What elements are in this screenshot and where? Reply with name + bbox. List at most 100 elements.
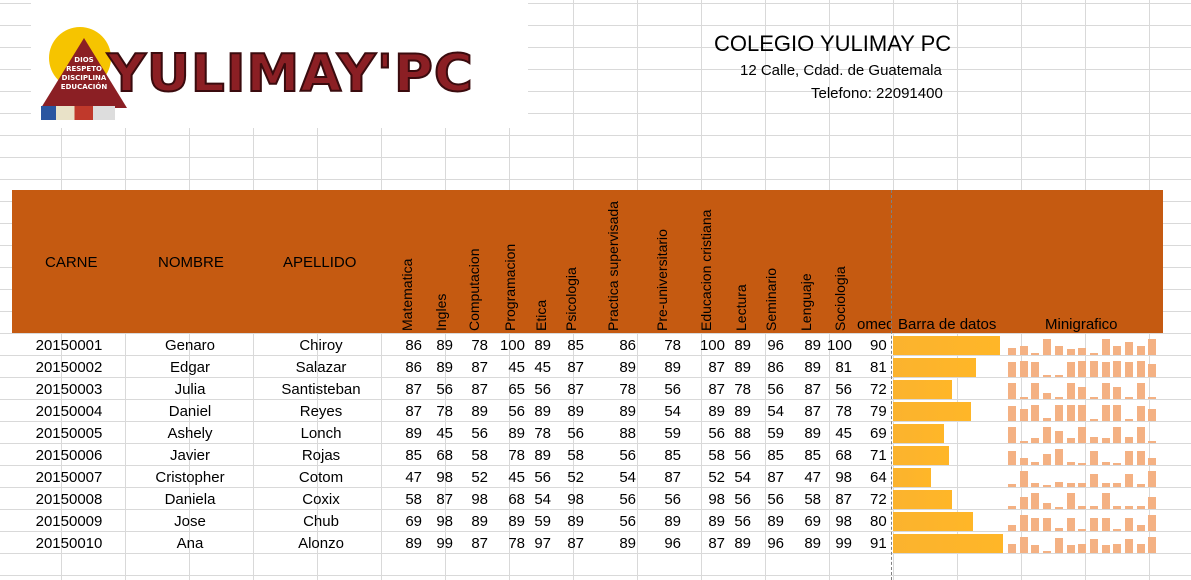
header-subject[interactable]: Ingles: [432, 293, 449, 331]
cell-promedio[interactable]: 79: [870, 403, 887, 420]
cell-grade[interactable]: 56: [767, 381, 784, 398]
cell-nombre[interactable]: Genaro: [164, 337, 216, 354]
cell-grade[interactable]: 86: [619, 337, 636, 354]
cell-grade[interactable]: 88: [734, 425, 751, 442]
cell-grade[interactable]: 87: [804, 403, 821, 420]
cell-grade[interactable]: 100: [699, 337, 725, 354]
cell-promedio[interactable]: 64: [870, 469, 887, 486]
cell-grade[interactable]: 78: [734, 381, 751, 398]
cell-grade[interactable]: 59: [534, 513, 551, 530]
cell-grade[interactable]: 99: [436, 535, 453, 552]
cell-grade[interactable]: 89: [534, 403, 551, 420]
header-subject[interactable]: Seminario: [762, 267, 779, 331]
cell-grade[interactable]: 98: [471, 491, 488, 508]
cell-grade[interactable]: 87: [567, 359, 584, 376]
cell-nombre[interactable]: Julia: [174, 381, 206, 398]
cell-grade[interactable]: 56: [708, 425, 725, 442]
cell-grade[interactable]: 85: [405, 447, 422, 464]
cell-grade[interactable]: 89: [534, 337, 551, 354]
cell-grade[interactable]: 97: [534, 535, 551, 552]
cell-grade[interactable]: 87: [567, 381, 584, 398]
header-subject[interactable]: Computacion: [465, 248, 482, 332]
cell-apellido[interactable]: Chiroy: [299, 337, 343, 354]
cell-grade[interactable]: 87: [835, 491, 852, 508]
cell-grade[interactable]: 45: [835, 425, 852, 442]
cell-grade[interactable]: 87: [471, 381, 488, 398]
cell-grade[interactable]: 45: [436, 425, 453, 442]
cell-grade[interactable]: 47: [804, 469, 821, 486]
cell-grade[interactable]: 89: [734, 359, 751, 376]
cell-grade[interactable]: 89: [534, 447, 551, 464]
cell-grade[interactable]: 54: [534, 491, 551, 508]
header-subject[interactable]: Matematica: [399, 258, 415, 331]
header-subject[interactable]: Pre-universitario: [653, 229, 670, 331]
header-subject[interactable]: Educacion cristiana: [698, 209, 714, 331]
header-subject[interactable]: Lenguaje: [797, 273, 814, 331]
cell-grade[interactable]: 85: [664, 447, 681, 464]
cell-promedio[interactable]: 80: [870, 513, 887, 530]
cell-grade[interactable]: 68: [436, 447, 453, 464]
cell-grade[interactable]: 98: [567, 491, 584, 508]
cell-grade[interactable]: 89: [508, 513, 525, 530]
cell-grade[interactable]: 78: [436, 403, 453, 420]
cell-grade[interactable]: 98: [708, 491, 725, 508]
cell-nombre[interactable]: Jose: [174, 513, 206, 530]
header-apellido[interactable]: APELLIDO: [283, 254, 357, 271]
cell-grade[interactable]: 89: [471, 403, 488, 420]
cell-grade[interactable]: 56: [619, 513, 636, 530]
cell-grade[interactable]: 86: [405, 337, 422, 354]
cell-grade[interactable]: 78: [534, 425, 551, 442]
cell-grade[interactable]: 89: [804, 359, 821, 376]
cell-grade[interactable]: 85: [804, 447, 821, 464]
cell-grade[interactable]: 56: [534, 469, 551, 486]
cell-grade[interactable]: 56: [734, 513, 751, 530]
cell-grade[interactable]: 58: [471, 447, 488, 464]
cell-grade[interactable]: 99: [835, 535, 852, 552]
cell-promedio[interactable]: 72: [870, 381, 887, 398]
cell-carne[interactable]: 20150005: [35, 425, 103, 442]
cell-grade[interactable]: 56: [664, 381, 681, 398]
header-subject[interactable]: Programacion: [501, 243, 518, 331]
cell-grade[interactable]: 89: [708, 513, 725, 530]
cell-grade[interactable]: 58: [708, 447, 725, 464]
cell-grade[interactable]: 87: [567, 535, 584, 552]
cell-nombre[interactable]: Daniel: [168, 403, 212, 420]
cell-promedio[interactable]: 72: [870, 491, 887, 508]
cell-apellido[interactable]: Coxix: [302, 491, 340, 508]
cell-promedio[interactable]: 90: [870, 337, 887, 354]
cell-grade[interactable]: 89: [619, 403, 636, 420]
cell-grade[interactable]: 89: [804, 425, 821, 442]
cell-promedio[interactable]: 69: [870, 425, 887, 442]
cell-grade[interactable]: 89: [405, 535, 422, 552]
cell-carne[interactable]: 20150010: [35, 535, 103, 552]
cell-grade[interactable]: 78: [508, 447, 525, 464]
cell-grade[interactable]: 89: [508, 425, 525, 442]
cell-grade[interactable]: 88: [619, 425, 636, 442]
cell-grade[interactable]: 59: [767, 425, 784, 442]
cell-grade[interactable]: 100: [826, 337, 852, 354]
cell-grade[interactable]: 65: [508, 381, 525, 398]
cell-grade[interactable]: 56: [567, 425, 584, 442]
cell-grade[interactable]: 45: [508, 469, 525, 486]
cell-grade[interactable]: 96: [767, 535, 784, 552]
cell-nombre[interactable]: Ana: [176, 535, 204, 552]
cell-grade[interactable]: 89: [471, 513, 488, 530]
cell-grade[interactable]: 89: [664, 359, 681, 376]
cell-grade[interactable]: 89: [567, 513, 584, 530]
cell-grade[interactable]: 87: [708, 381, 725, 398]
cell-carne[interactable]: 20150009: [35, 513, 103, 530]
cell-apellido[interactable]: Salazar: [295, 359, 347, 376]
cell-nombre[interactable]: Edgar: [169, 359, 211, 376]
cell-grade[interactable]: 89: [405, 425, 422, 442]
cell-carne[interactable]: 20150007: [35, 469, 103, 486]
cell-apellido[interactable]: Chub: [303, 513, 339, 530]
cell-grade[interactable]: 89: [734, 535, 751, 552]
cell-grade[interactable]: 68: [508, 491, 525, 508]
cell-grade[interactable]: 56: [767, 491, 784, 508]
cell-grade[interactable]: 87: [405, 381, 422, 398]
cell-carne[interactable]: 20150004: [35, 403, 103, 420]
cell-grade[interactable]: 54: [734, 469, 751, 486]
cell-grade[interactable]: 89: [619, 535, 636, 552]
header-promedio[interactable]: omed: [857, 316, 891, 333]
cell-grade[interactable]: 56: [664, 491, 681, 508]
